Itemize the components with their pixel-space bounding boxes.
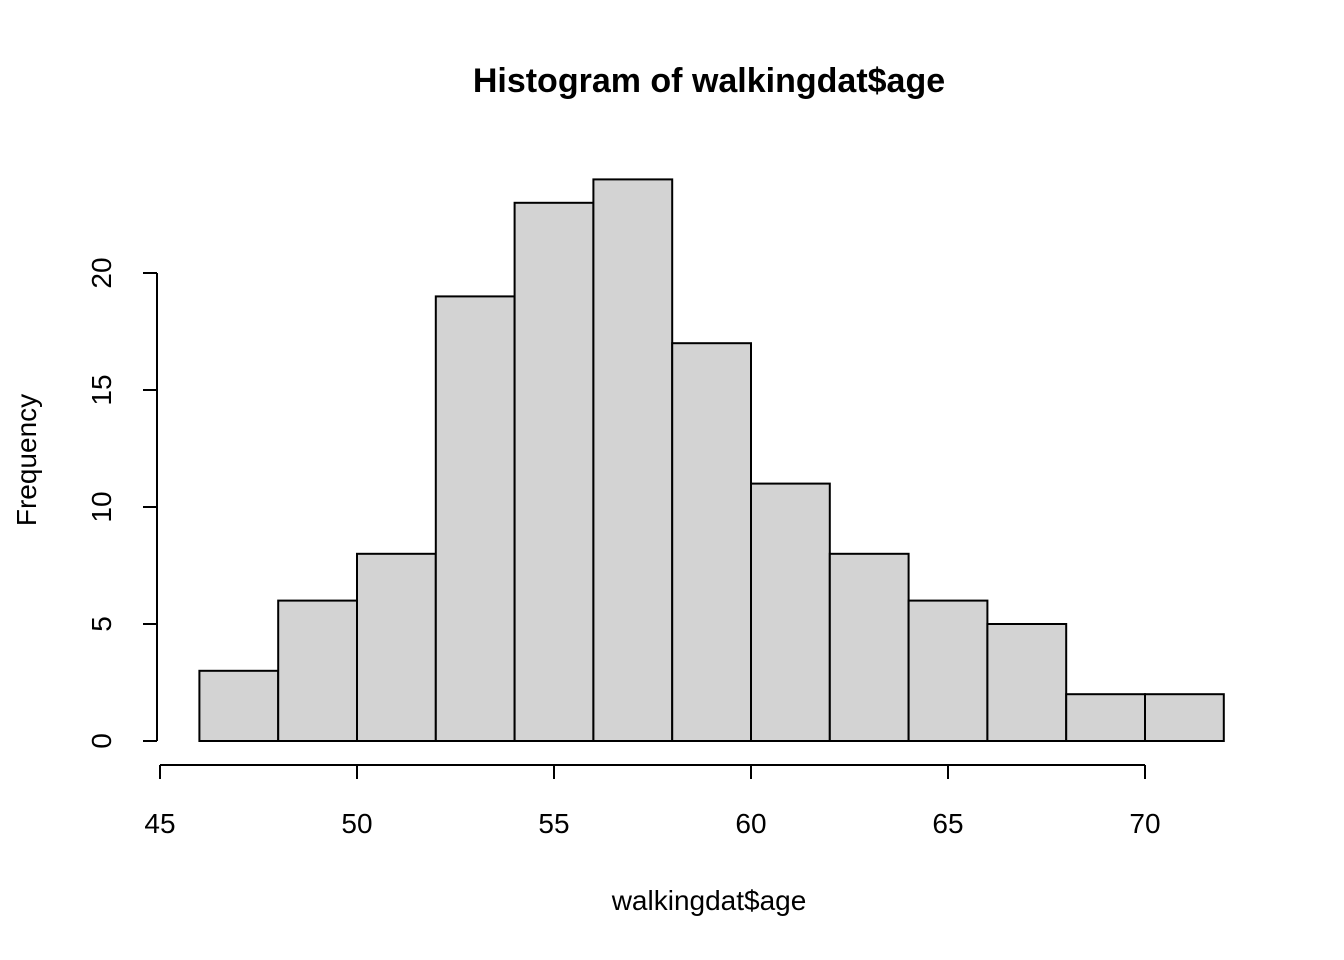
histogram-bar <box>434 295 516 742</box>
histogram-bar <box>1144 693 1225 743</box>
y-tick-label: 20 <box>86 257 117 288</box>
histogram-bar <box>907 599 989 742</box>
y-tick-label: 15 <box>86 374 117 405</box>
y-axis-label: Frequency <box>11 394 42 526</box>
y-tick-label: 10 <box>86 491 117 522</box>
histogram-bar <box>198 669 280 742</box>
histogram-bar <box>1065 693 1146 743</box>
y-tick-label: 0 <box>86 733 117 749</box>
histogram-bar <box>828 552 910 742</box>
x-tick-label: 50 <box>341 808 372 839</box>
histogram-bar <box>750 482 831 742</box>
y-tick-label: 5 <box>86 616 117 632</box>
histogram-bar <box>513 201 595 743</box>
histogram-bar <box>592 178 674 742</box>
x-tick-label: 45 <box>144 808 175 839</box>
histogram-bar <box>277 599 359 742</box>
histogram-bar <box>671 342 753 742</box>
y-axis: 0 5 10 15 20 <box>86 257 158 749</box>
bars-group <box>198 178 1225 743</box>
x-axis-label: walkingdat$age <box>611 885 807 916</box>
histogram-bar <box>356 552 437 742</box>
x-tick-label: 65 <box>932 808 963 839</box>
x-axis: 45 50 55 60 65 70 <box>144 764 1161 839</box>
histogram-bar <box>986 623 1068 742</box>
x-tick-label: 55 <box>538 808 569 839</box>
chart-title: Histogram of walkingdat$age <box>473 62 945 100</box>
x-tick-label: 60 <box>735 808 766 839</box>
x-tick-label: 70 <box>1129 808 1160 839</box>
